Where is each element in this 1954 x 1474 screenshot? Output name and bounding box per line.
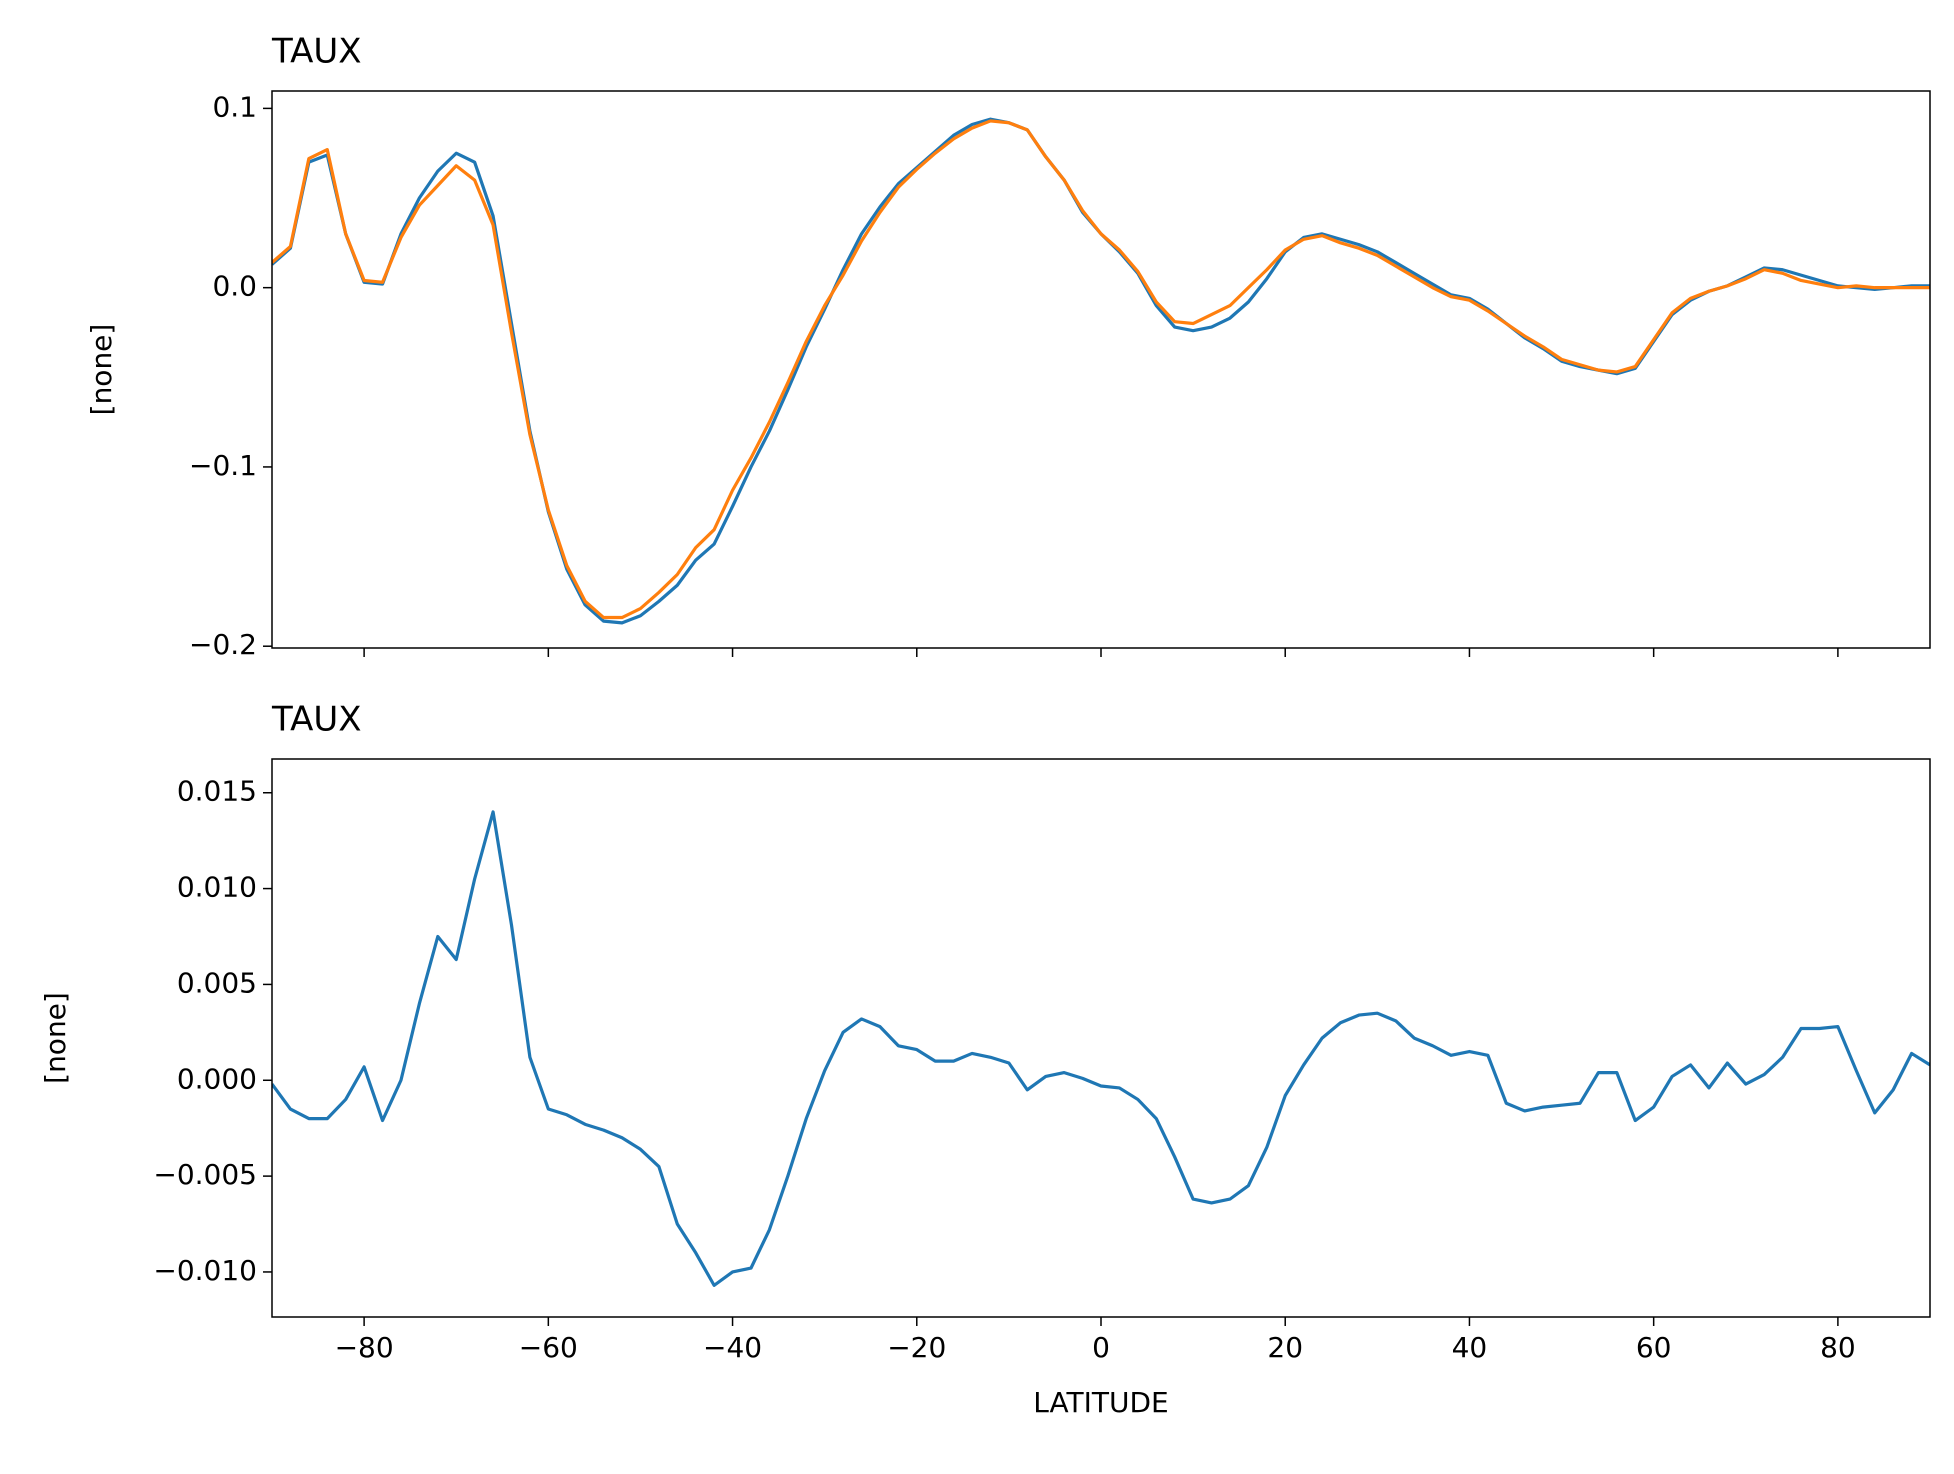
y-axis-label: [none] [39, 992, 72, 1084]
y-tick-label: 0.005 [177, 966, 257, 999]
y-tick-label: 0.015 [177, 775, 257, 808]
y-axis-label: [none] [85, 324, 118, 416]
x-tick-label: −80 [335, 1331, 394, 1364]
y-tick-label: −0.005 [153, 1158, 257, 1191]
x-tick-label: −60 [519, 1331, 578, 1364]
y-tick-label: 0.010 [177, 871, 257, 904]
data-line [272, 119, 1930, 620]
axes-title: TAUX [271, 32, 362, 72]
axes-frame [271, 758, 1931, 1318]
axes-frame [271, 90, 1931, 649]
y-tick-label: −0.2 [189, 628, 257, 661]
y-tick-label: −0.1 [189, 449, 257, 482]
x-tick-label: 80 [1820, 1331, 1856, 1364]
y-tick-label: 0.1 [212, 90, 257, 123]
x-axis-label: LATITUDE [1033, 1386, 1168, 1419]
x-tick-label: 0 [1092, 1331, 1110, 1364]
y-tick-label: −0.010 [153, 1254, 257, 1287]
x-tick-label: 60 [1636, 1331, 1672, 1364]
x-tick-label: −40 [703, 1331, 762, 1364]
x-tick-label: 20 [1267, 1331, 1303, 1364]
y-tick-label: 0.0 [212, 270, 257, 303]
x-tick-label: 40 [1452, 1331, 1488, 1364]
data-line [272, 810, 1930, 1287]
x-tick-label: −20 [887, 1331, 946, 1364]
data-line [272, 117, 1930, 625]
axes-title: TAUX [271, 700, 362, 740]
y-tick-label: 0.000 [177, 1062, 257, 1095]
